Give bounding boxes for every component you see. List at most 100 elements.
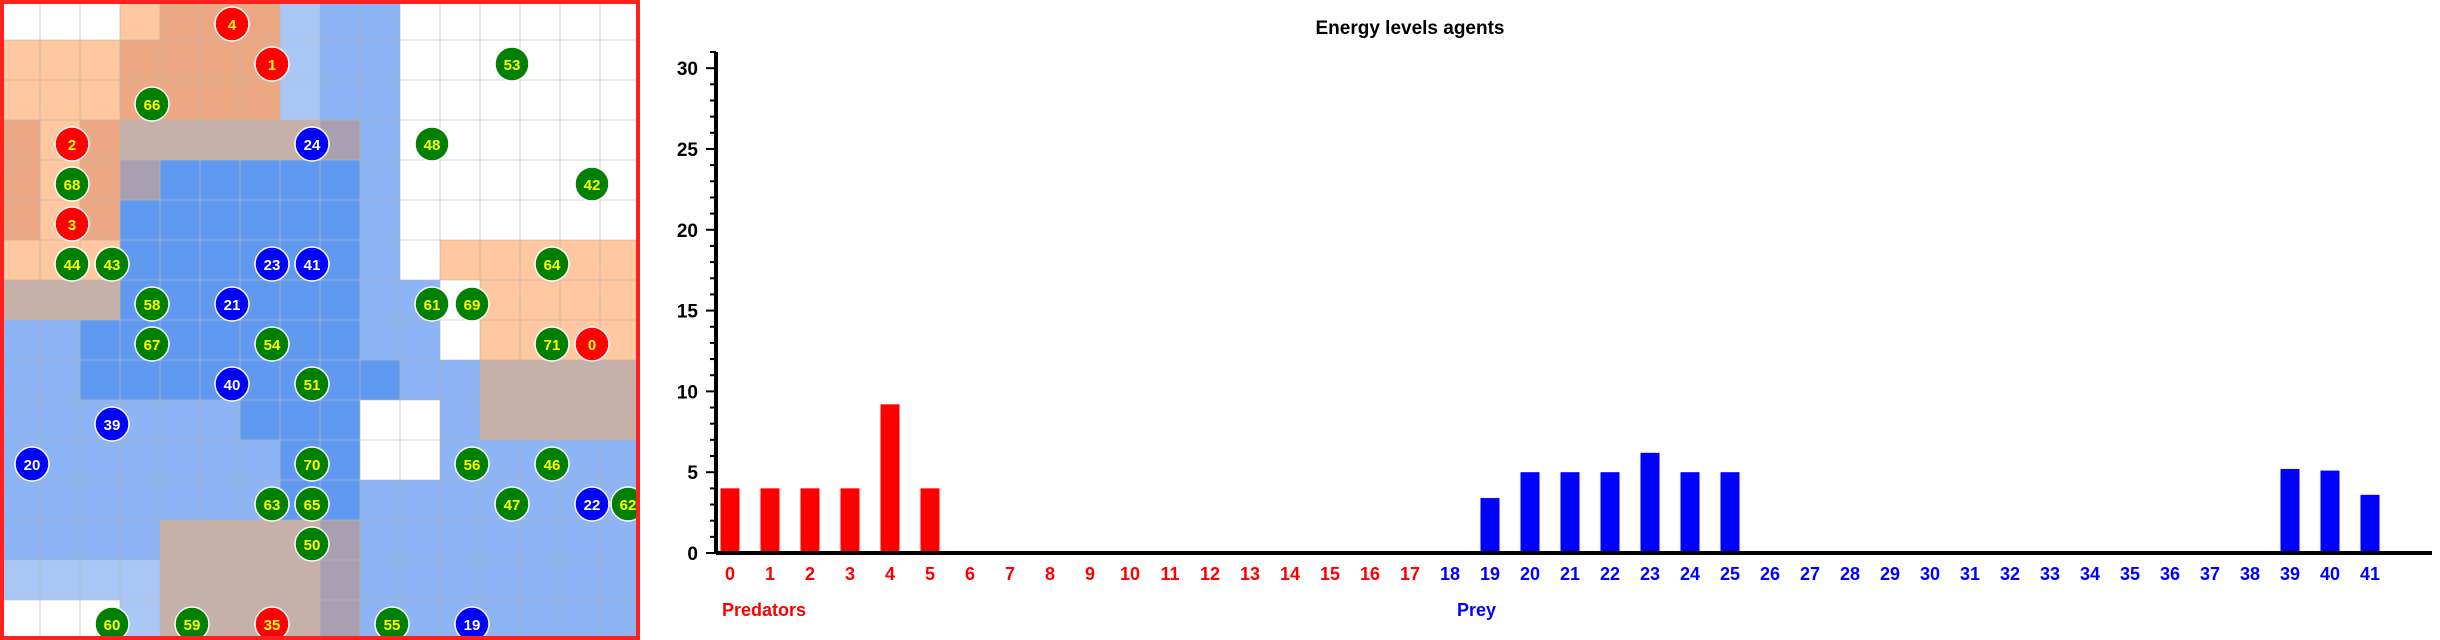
y-tick-label: 30: [677, 59, 698, 80]
grid-cell: [440, 520, 480, 560]
agent-id-label: 47: [504, 497, 521, 514]
grid-cell: [80, 440, 120, 480]
grid-cell: [40, 280, 80, 320]
grid-cell: [160, 200, 200, 240]
grid-cell: [200, 160, 240, 200]
grid-cell: [360, 80, 400, 120]
grid-cell: [320, 280, 360, 320]
grid-cell: [160, 0, 200, 40]
bar: [2320, 470, 2340, 551]
x-tick-label: 10: [1120, 564, 1140, 584]
grid-cell: [480, 560, 520, 600]
agent-id-label: 1: [268, 57, 276, 74]
agent-id-label: 22: [584, 497, 601, 514]
prey-agent: 22: [574, 486, 610, 522]
grid-cell: [400, 360, 440, 400]
grid-cell: [0, 200, 40, 240]
x-tick-label: 19: [1480, 564, 1500, 584]
agent-id-label: 70: [304, 457, 321, 474]
food-agent-marker: [134, 286, 170, 322]
grid-cell: [600, 560, 640, 600]
grid-cell: [440, 360, 480, 400]
food-agent: 59: [174, 606, 210, 640]
bar: [1560, 472, 1580, 551]
grid-cell: [560, 360, 600, 400]
agent-id-label: 68: [64, 177, 81, 194]
group-label-predators: Predators: [722, 600, 806, 620]
prey-agent-marker: [14, 446, 50, 482]
x-tick-label: 8: [1045, 564, 1055, 584]
prey-agent-marker: [294, 126, 330, 162]
predator-agent-marker: [574, 326, 610, 362]
grid-cell: [520, 360, 560, 400]
food-agent-marker: [294, 526, 330, 562]
food-agent: 65: [294, 486, 330, 522]
grid-cell: [80, 560, 120, 600]
food-agent-marker: [414, 126, 450, 162]
prey-agent: 23: [254, 246, 290, 282]
grid-cell: [400, 400, 440, 440]
grid-cell: [160, 240, 200, 280]
grid-cell: [560, 0, 600, 40]
bar: [1640, 452, 1660, 551]
agent-id-label: 53: [504, 57, 521, 74]
food-agent: 51: [294, 366, 330, 402]
y-tick-label: 10: [677, 382, 698, 403]
grid-border: [0, 0, 640, 640]
agent-id-label: 20: [24, 457, 41, 474]
agent-id-label: 23: [264, 257, 281, 274]
food-agent: 68: [54, 166, 90, 202]
x-tick-label: 16: [1360, 564, 1380, 584]
grid-cell: [160, 520, 200, 560]
food-agent-marker: [610, 486, 640, 522]
grid-cell: [600, 0, 640, 40]
grid-cell: [0, 400, 40, 440]
grid-cell: [200, 560, 240, 600]
grid-cell: [240, 560, 280, 600]
agent-id-label: 39: [104, 417, 121, 434]
grid-cell: [440, 480, 480, 520]
y-tick-label: 15: [677, 302, 699, 323]
food-agent: 69: [454, 286, 490, 322]
grid-cell: [280, 160, 320, 200]
grid-cell: [520, 160, 560, 200]
y-tick-label: 0: [687, 544, 698, 565]
grid-cell: [480, 240, 520, 280]
grid-cell: [200, 480, 240, 520]
grid-cell: [40, 600, 80, 640]
grid-cell: [320, 200, 360, 240]
grid-cell: [0, 240, 40, 280]
food-agent-marker: [294, 486, 330, 522]
food-agent-marker: [534, 326, 570, 362]
bar: [720, 488, 740, 551]
grid-cell: [400, 200, 440, 240]
x-tick-label: 9: [1085, 564, 1095, 584]
grid-cell: [200, 200, 240, 240]
grid-cell: [520, 600, 560, 640]
grid-cell: [480, 400, 520, 440]
grid-cell: [400, 480, 440, 520]
grid-cell: [320, 40, 360, 80]
bar: [2280, 468, 2300, 551]
grid-cell: [80, 80, 120, 120]
grid-cell: [0, 160, 40, 200]
bar: [760, 488, 780, 551]
grid-cell: [360, 400, 400, 440]
grid-cell: [360, 520, 400, 560]
food-agent-marker: [94, 246, 130, 282]
agent-id-label: 64: [544, 257, 561, 274]
x-tick-label: 36: [2160, 564, 2180, 584]
grid-cell: [480, 200, 520, 240]
grid-cell: [280, 200, 320, 240]
x-tick-label: 37: [2200, 564, 2220, 584]
grid-cell: [360, 280, 400, 320]
grid-cell: [360, 440, 400, 480]
bar: [920, 488, 940, 551]
grid-cell: [440, 400, 480, 440]
food-agent: 53: [494, 46, 530, 82]
food-agent: 58: [134, 286, 170, 322]
grid-cell: [560, 40, 600, 80]
food-agent-marker: [134, 326, 170, 362]
grid-cell: [320, 320, 360, 360]
bar: [1600, 472, 1620, 551]
